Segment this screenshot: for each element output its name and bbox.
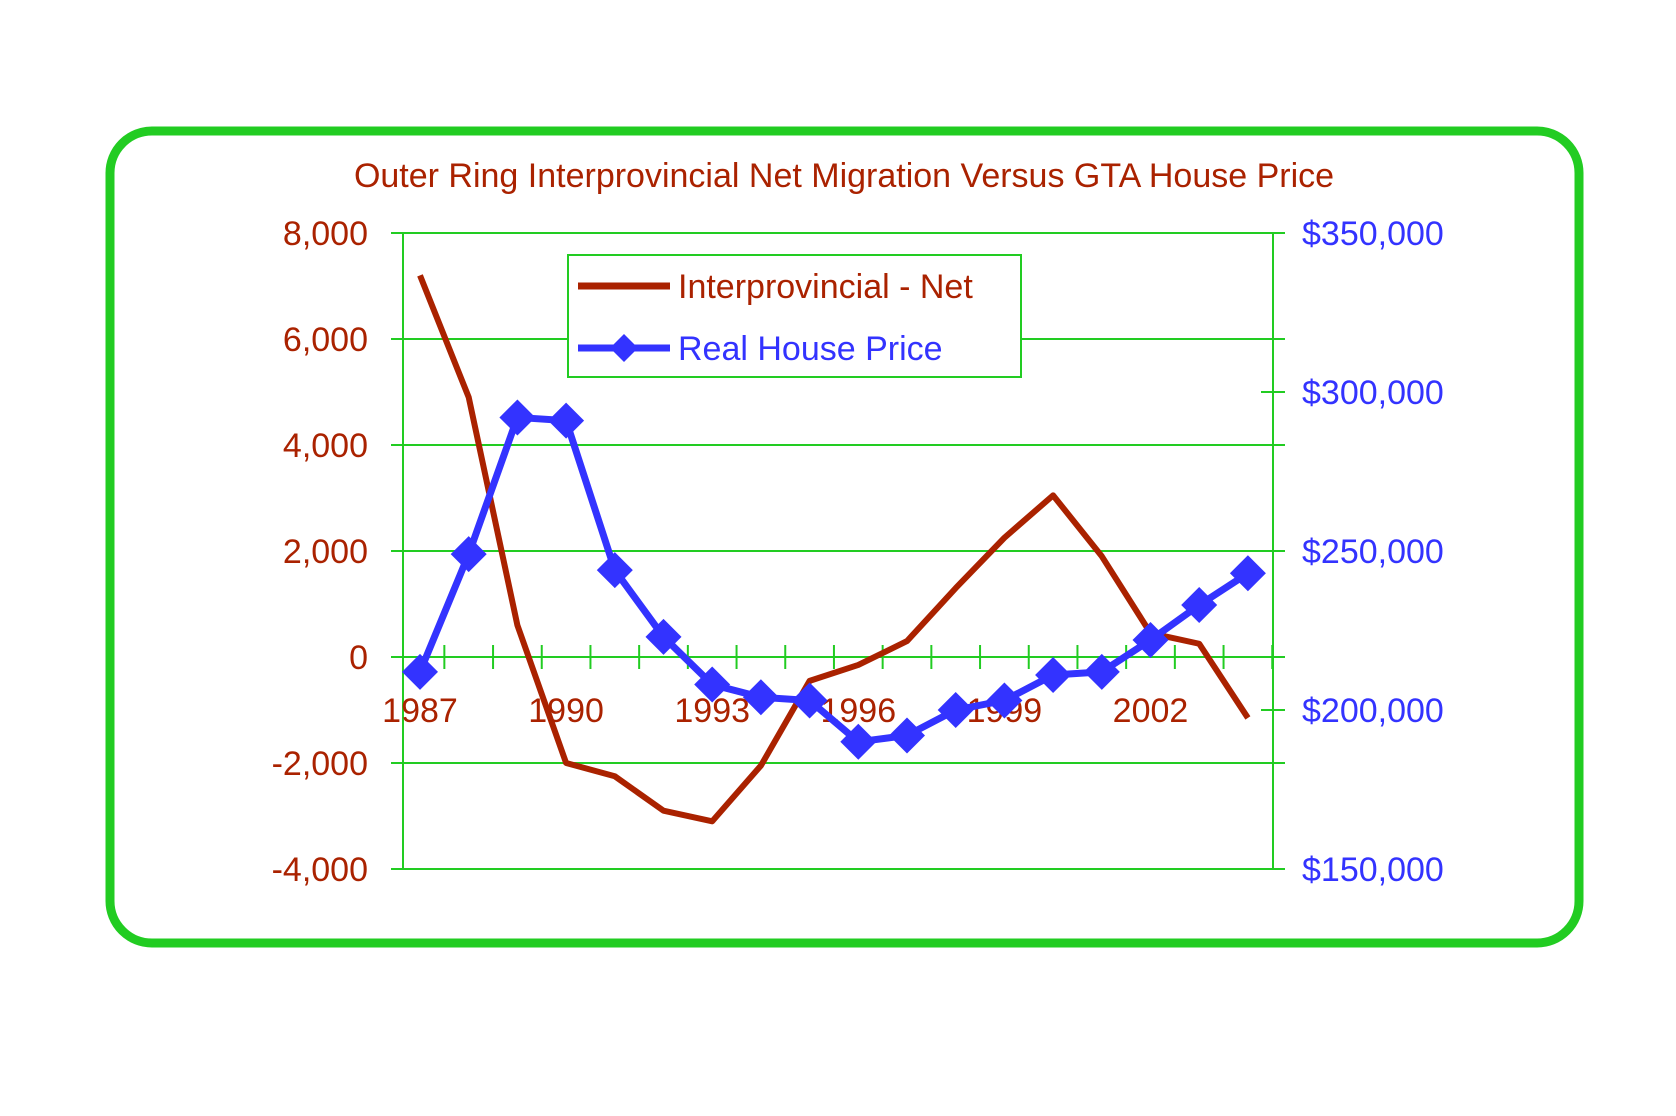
point-real-house-price-1988 <box>450 536 487 573</box>
x-tick-label-2002: 2002 <box>1113 692 1189 730</box>
point-real-house-price-1996 <box>840 723 877 760</box>
legend-marker-real-house-price <box>610 334 638 362</box>
x-tick-label-1990: 1990 <box>528 692 604 730</box>
y-left-tick-label-5: 6,000 <box>283 321 368 359</box>
gridlines <box>391 232 1285 870</box>
axes <box>402 232 1285 870</box>
point-real-house-price-1991 <box>596 552 633 589</box>
y-right-tick-label-4: $350,000 <box>1302 215 1444 253</box>
legend-label-real-house-price: Real House Price <box>678 330 943 368</box>
point-real-house-price-1998 <box>937 692 974 728</box>
point-real-house-price-1987 <box>402 653 438 690</box>
y-left-tick-label-1: -2,000 <box>272 745 368 783</box>
point-real-house-price-2001 <box>1083 653 1120 690</box>
point-real-house-price-1993 <box>694 666 731 703</box>
point-real-house-price-2002 <box>1132 622 1169 659</box>
point-real-house-price-1999 <box>986 682 1023 719</box>
legend: Interprovincial - Net Real House Price <box>567 254 1022 378</box>
legend-box <box>567 254 1022 378</box>
right-axis-tick-labels: $150,000 $200,000 $250,000 $300,000 $350,000 <box>1302 215 1444 889</box>
point-real-house-price-1989 <box>499 399 536 436</box>
y-right-tick-label-3: $300,000 <box>1302 374 1444 412</box>
point-real-house-price-1992 <box>645 618 682 655</box>
point-real-house-price-2003 <box>1181 587 1218 624</box>
series <box>402 274 1266 825</box>
point-real-house-price-1995 <box>791 682 828 719</box>
point-real-house-price-2004 <box>1229 555 1266 592</box>
x-tick-label-1987: 1987 <box>382 692 458 730</box>
y-right-tick-label-2: $250,000 <box>1302 533 1444 571</box>
y-left-tick-label-4: 4,000 <box>283 427 368 465</box>
y-left-tick-label-0: -4,000 <box>272 851 368 889</box>
point-real-house-price-1997 <box>889 717 925 754</box>
chart-title: Outer Ring Interprovincial Net Migration… <box>354 157 1334 195</box>
chart-border <box>105 126 1584 948</box>
y-right-tick-label-1: $200,000 <box>1302 692 1444 730</box>
series-line-interprovincial-net <box>417 274 1251 825</box>
point-real-house-price-1994 <box>742 679 779 716</box>
legend-label-interprovincial-net: Interprovincial - Net <box>678 268 973 306</box>
left-axis-tick-labels: -4,000 -2,000 0 2,000 4,000 6,000 8,000 <box>272 215 368 889</box>
point-real-house-price-1990 <box>548 402 585 439</box>
y-right-tick-label-0: $150,000 <box>1302 851 1444 889</box>
point-real-house-price-2000 <box>1035 657 1072 694</box>
y-left-tick-label-3: 2,000 <box>283 533 368 571</box>
y-left-tick-label-2: 0 <box>349 639 368 677</box>
y-left-tick-label-6: 8,000 <box>283 215 368 253</box>
